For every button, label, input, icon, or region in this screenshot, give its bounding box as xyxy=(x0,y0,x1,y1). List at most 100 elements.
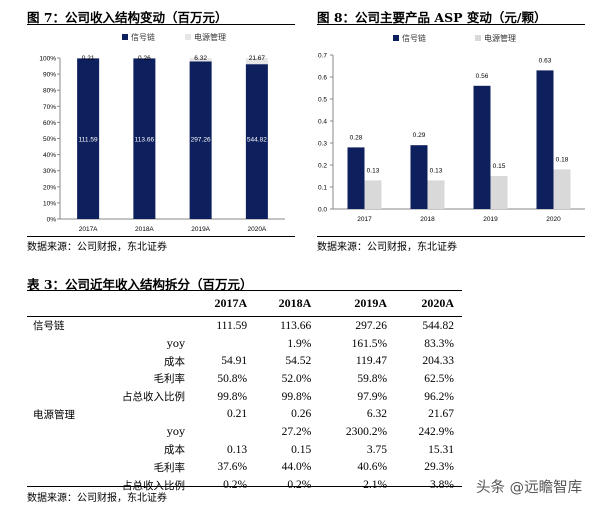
table-cell: 44.0% xyxy=(281,461,312,474)
table3: 2017A 2018A 2019A 2020A 信号链 111.59 113.66 297.… xyxy=(27,291,462,494)
table3-top-rule xyxy=(27,290,462,291)
y-tick-label: 90% xyxy=(43,72,56,79)
x-tick-label: 2019 xyxy=(483,216,498,223)
table-row: yoy 27.2% 2300.2% 242.9% xyxy=(27,423,462,441)
table-cell: 83.3% xyxy=(424,337,454,350)
table-cell: 54.52 xyxy=(285,355,312,368)
bar-signal-chain xyxy=(189,61,212,220)
data-label: 6.32 xyxy=(194,55,207,62)
legend-label: 信号链 xyxy=(131,32,155,42)
table-cell: 37.6% xyxy=(217,461,248,474)
table-cell: 99.8% xyxy=(281,390,312,403)
data-label: 0.21 xyxy=(82,55,95,62)
bar-signal-chain xyxy=(133,58,156,220)
bar-signal-chain xyxy=(473,85,491,209)
table-row: 电源管理 0.21 0.26 6.32 21.67 xyxy=(27,405,462,423)
table-cell: 544.82 xyxy=(422,319,454,332)
row-label: 毛利率 xyxy=(153,461,186,474)
data-label: 0.18 xyxy=(556,156,569,163)
legend-swatch xyxy=(393,35,399,41)
table3-bottom-rule xyxy=(27,486,462,487)
table-row: 毛利率 37.6% 44.0% 40.6% 29.3% xyxy=(27,459,462,477)
table-cell: 40.6% xyxy=(357,461,388,474)
bar-signal-chain xyxy=(245,64,268,219)
y-tick-label: 60% xyxy=(43,120,56,127)
bar-power-management xyxy=(364,180,382,209)
row-label: yoy xyxy=(166,425,185,438)
table-cell xyxy=(191,423,255,441)
table-cell: 1.9% xyxy=(287,337,312,350)
row-label: 毛利率 xyxy=(153,373,186,386)
x-tick-label: 2017 xyxy=(357,216,372,223)
y-tick-label: 40% xyxy=(43,152,56,159)
data-label: 0.28 xyxy=(350,134,363,141)
y-tick-label: 30% xyxy=(43,168,56,175)
table-cell: 204.33 xyxy=(422,355,454,368)
legend-label: 信号链 xyxy=(402,33,426,43)
column-header: 2020A xyxy=(421,296,454,310)
bar-power-management xyxy=(490,176,508,209)
table-cell: 15.31 xyxy=(428,443,454,456)
table-cell: 6.32 xyxy=(366,408,388,421)
table-cell: 62.5% xyxy=(424,372,454,385)
table-cell: 0.2% xyxy=(223,479,248,492)
legend-swatch xyxy=(122,34,128,40)
column-header: 2019A xyxy=(354,296,388,310)
data-label: 0.13 xyxy=(367,167,380,174)
row-label: 成本 xyxy=(164,355,185,368)
y-tick-label: 20% xyxy=(43,184,56,191)
bar-signal-chain xyxy=(347,147,365,209)
y-tick-label: 0.0 xyxy=(318,207,327,214)
watermark: 头条 @远瞻智库 xyxy=(476,480,583,496)
legend-swatch xyxy=(185,34,191,40)
table-cell: 59.8% xyxy=(357,372,388,385)
y-tick-label: 70% xyxy=(43,104,56,111)
table-cell: 50.8% xyxy=(217,372,248,385)
y-tick-label: 10% xyxy=(43,200,56,207)
table-row: 占总收入比例 99.8% 99.8% 97.9% 96.2% xyxy=(27,388,462,406)
table-cell: 96.2% xyxy=(424,390,454,403)
table-cell: 52.0% xyxy=(281,372,312,385)
legend-swatch xyxy=(475,35,481,41)
table-cell: 242.9% xyxy=(418,425,454,438)
table-row: 毛利率 50.8% 52.0% 59.8% 62.5% xyxy=(27,370,462,388)
table-cell: 119.47 xyxy=(355,355,388,368)
y-tick-label: 0.2 xyxy=(318,163,327,170)
x-tick-label: 2020A xyxy=(247,226,266,233)
data-label: 0.56 xyxy=(476,73,489,80)
table-cell: 113.66 xyxy=(280,319,312,332)
table-cell: 2.1% xyxy=(363,479,388,492)
row-label: 电源管理 xyxy=(33,408,75,421)
legend-label: 电源管理 xyxy=(484,33,516,43)
fig8-title: 图 8：公司主要产品 ASP 变动（元/颗） xyxy=(317,10,547,25)
data-label: 0.29 xyxy=(413,132,426,139)
table-cell: 0.13 xyxy=(227,443,248,456)
y-tick-label: 50% xyxy=(43,136,56,143)
bar-power-management xyxy=(245,58,268,65)
data-label: 297.26 xyxy=(191,137,211,144)
fig8-chart: 信号链 电源管理 0.0 0.1 0.2 0.3 0.4 0.5 0.6 0.7 0.28 0.13 2… xyxy=(318,33,585,223)
data-label: 544.82 xyxy=(247,137,267,144)
data-label: 0.15 xyxy=(493,163,506,170)
legend-label: 电源管理 xyxy=(194,32,226,42)
table-cell: 29.3% xyxy=(424,461,454,474)
table-cell: 297.26 xyxy=(355,319,388,332)
table-cell: 0.2% xyxy=(287,479,312,492)
bar-signal-chain xyxy=(536,70,554,210)
data-label: 0.13 xyxy=(430,167,443,174)
fig7-chart: 信号链 电源管理 0% 10% 20% 30% 40% 50% 60% 70% 80% 90% 100%… xyxy=(39,32,285,233)
row-label: 信号链 xyxy=(33,320,65,333)
table-cell: 0.15 xyxy=(291,443,312,456)
x-tick-label: 2018 xyxy=(420,216,435,223)
table3-title: 表 3：公司近年收入结构拆分（百万元） xyxy=(27,277,253,292)
table-cell: 0.21 xyxy=(227,408,248,421)
bar-signal-chain xyxy=(77,58,100,219)
fig7-source-rule xyxy=(27,236,295,237)
table-row: 占总收入比例 0.2% 0.2% 2.1% 3.8% xyxy=(27,476,462,494)
row-label: 占总收入比例 xyxy=(122,479,185,492)
y-tick-label: 0.7 xyxy=(318,53,327,60)
x-tick-label: 2018A xyxy=(135,226,154,233)
fig7-source: 数据来源：公司财报，东北证券 xyxy=(27,242,167,253)
table-cell xyxy=(191,335,255,353)
table-cell: 111.59 xyxy=(216,319,248,332)
